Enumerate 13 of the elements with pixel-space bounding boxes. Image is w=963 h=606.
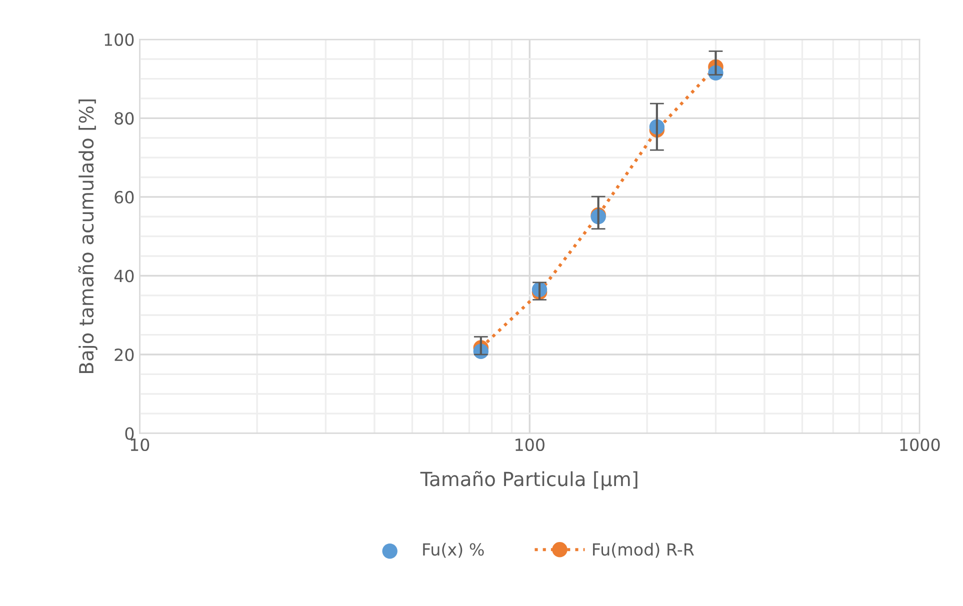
x-axis-title: Tamaño Particula [µm] [420, 470, 638, 490]
y-axis-title: Bajo tamaño acumulado [%] [78, 99, 98, 373]
y-tick-label: 100 [104, 33, 134, 46]
y-tick-label: 40 [114, 270, 134, 282]
y-tick-label: 0 [125, 427, 134, 440]
x-tick-label: 100 [516, 438, 544, 452]
y-tick-label: 60 [114, 190, 134, 204]
y-tick-label: 80 [114, 112, 134, 125]
legend-label: Fu(mod) R-R [593, 542, 694, 558]
y-tick-label: 20 [114, 348, 134, 362]
x-tick-label: 10 [130, 438, 150, 452]
x-tick-label: 1000 [900, 438, 940, 452]
legend-label: Fu(x) % [423, 542, 484, 558]
